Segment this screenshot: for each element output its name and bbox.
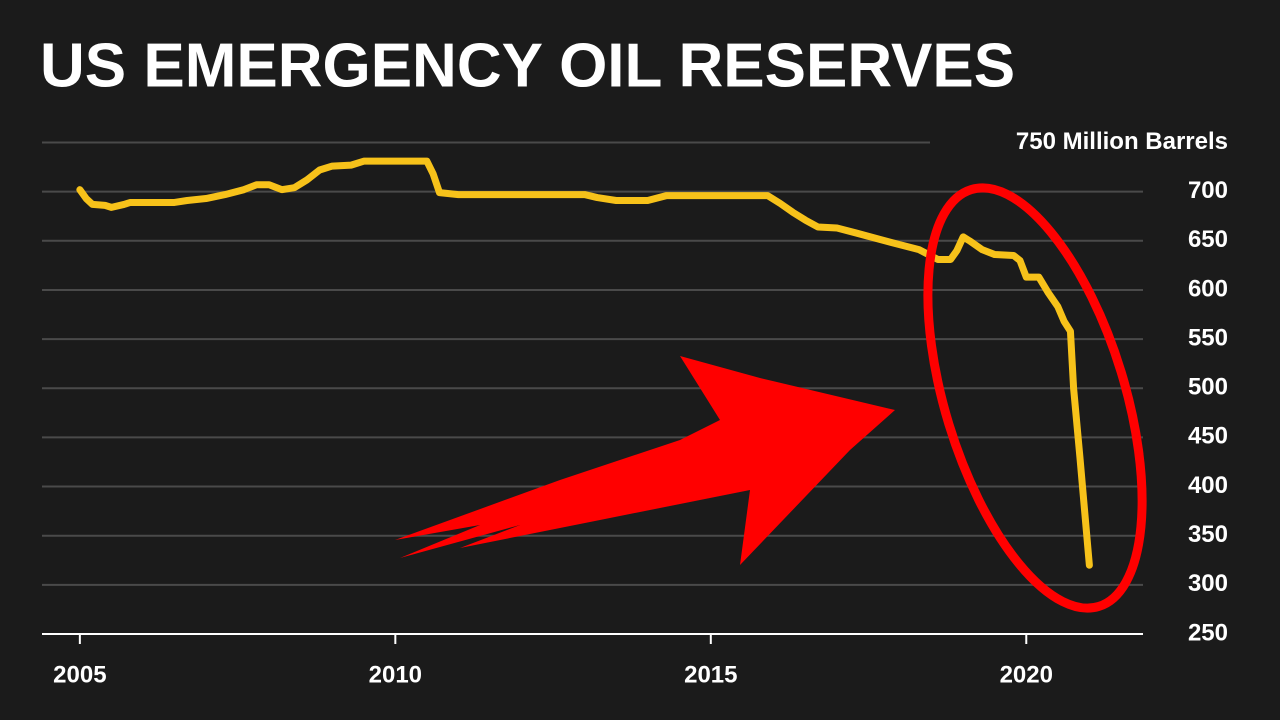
y-tick-label: 250 [1188, 619, 1228, 646]
x-tick-label: 2010 [369, 661, 422, 688]
y-tick-label: 450 [1188, 423, 1228, 450]
y-tick-label: 650 [1188, 226, 1228, 253]
line [76, 157, 1093, 569]
y-tick-label: 500 [1188, 374, 1228, 401]
y-tick-label: 750 Million Barrels [1016, 128, 1228, 155]
circle-annotation [923, 183, 1147, 613]
y-tick-label: 300 [1188, 570, 1228, 597]
y-tick-label: 350 [1188, 521, 1228, 548]
x-tick-label: 2020 [1000, 661, 1053, 688]
x-tick-label: 2015 [684, 661, 737, 688]
y-tick-label: 550 [1188, 324, 1228, 351]
chart-title: US EMERGENCY OIL RESERVES [40, 31, 1015, 100]
arrow-annotation [395, 356, 895, 565]
y-tick-label: 700 [1188, 177, 1228, 204]
x-tick-label: 2005 [53, 661, 106, 688]
y-tick-label: 600 [1188, 275, 1228, 302]
y-tick-label: 400 [1188, 472, 1228, 499]
